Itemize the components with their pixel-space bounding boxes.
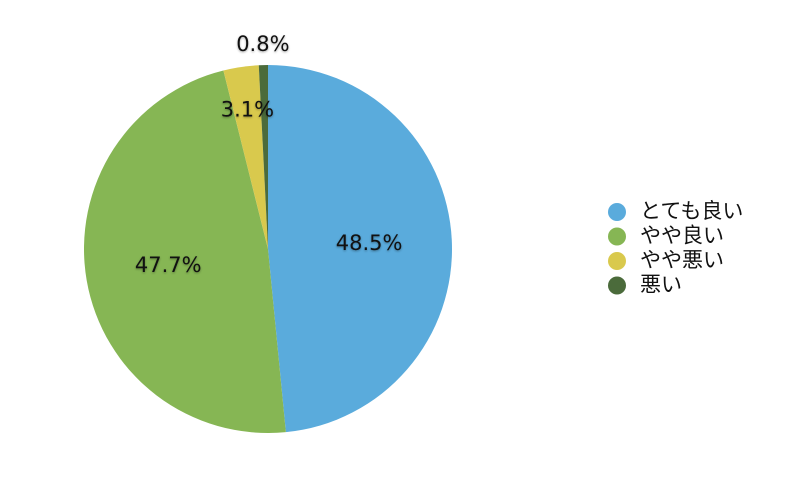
data-label: 48.5% bbox=[336, 231, 403, 255]
legend-swatch bbox=[608, 276, 626, 295]
legend-label: やや悪い bbox=[640, 248, 724, 272]
legend-label: 悪い bbox=[640, 273, 682, 297]
data-label: 47.7% bbox=[135, 253, 202, 277]
pie-slice bbox=[83, 70, 286, 434]
data-label: 3.1% bbox=[221, 98, 274, 122]
legend-swatch bbox=[608, 252, 626, 270]
data-label: 0.8% bbox=[236, 32, 289, 56]
pie-slice bbox=[258, 65, 268, 249]
legend-swatch bbox=[608, 203, 626, 221]
legend-swatch bbox=[608, 227, 626, 246]
pie-slice bbox=[223, 65, 268, 249]
pie-slice bbox=[268, 65, 453, 433]
legend-label: やや良い bbox=[640, 224, 724, 248]
legend-label: とても良い bbox=[640, 199, 743, 223]
